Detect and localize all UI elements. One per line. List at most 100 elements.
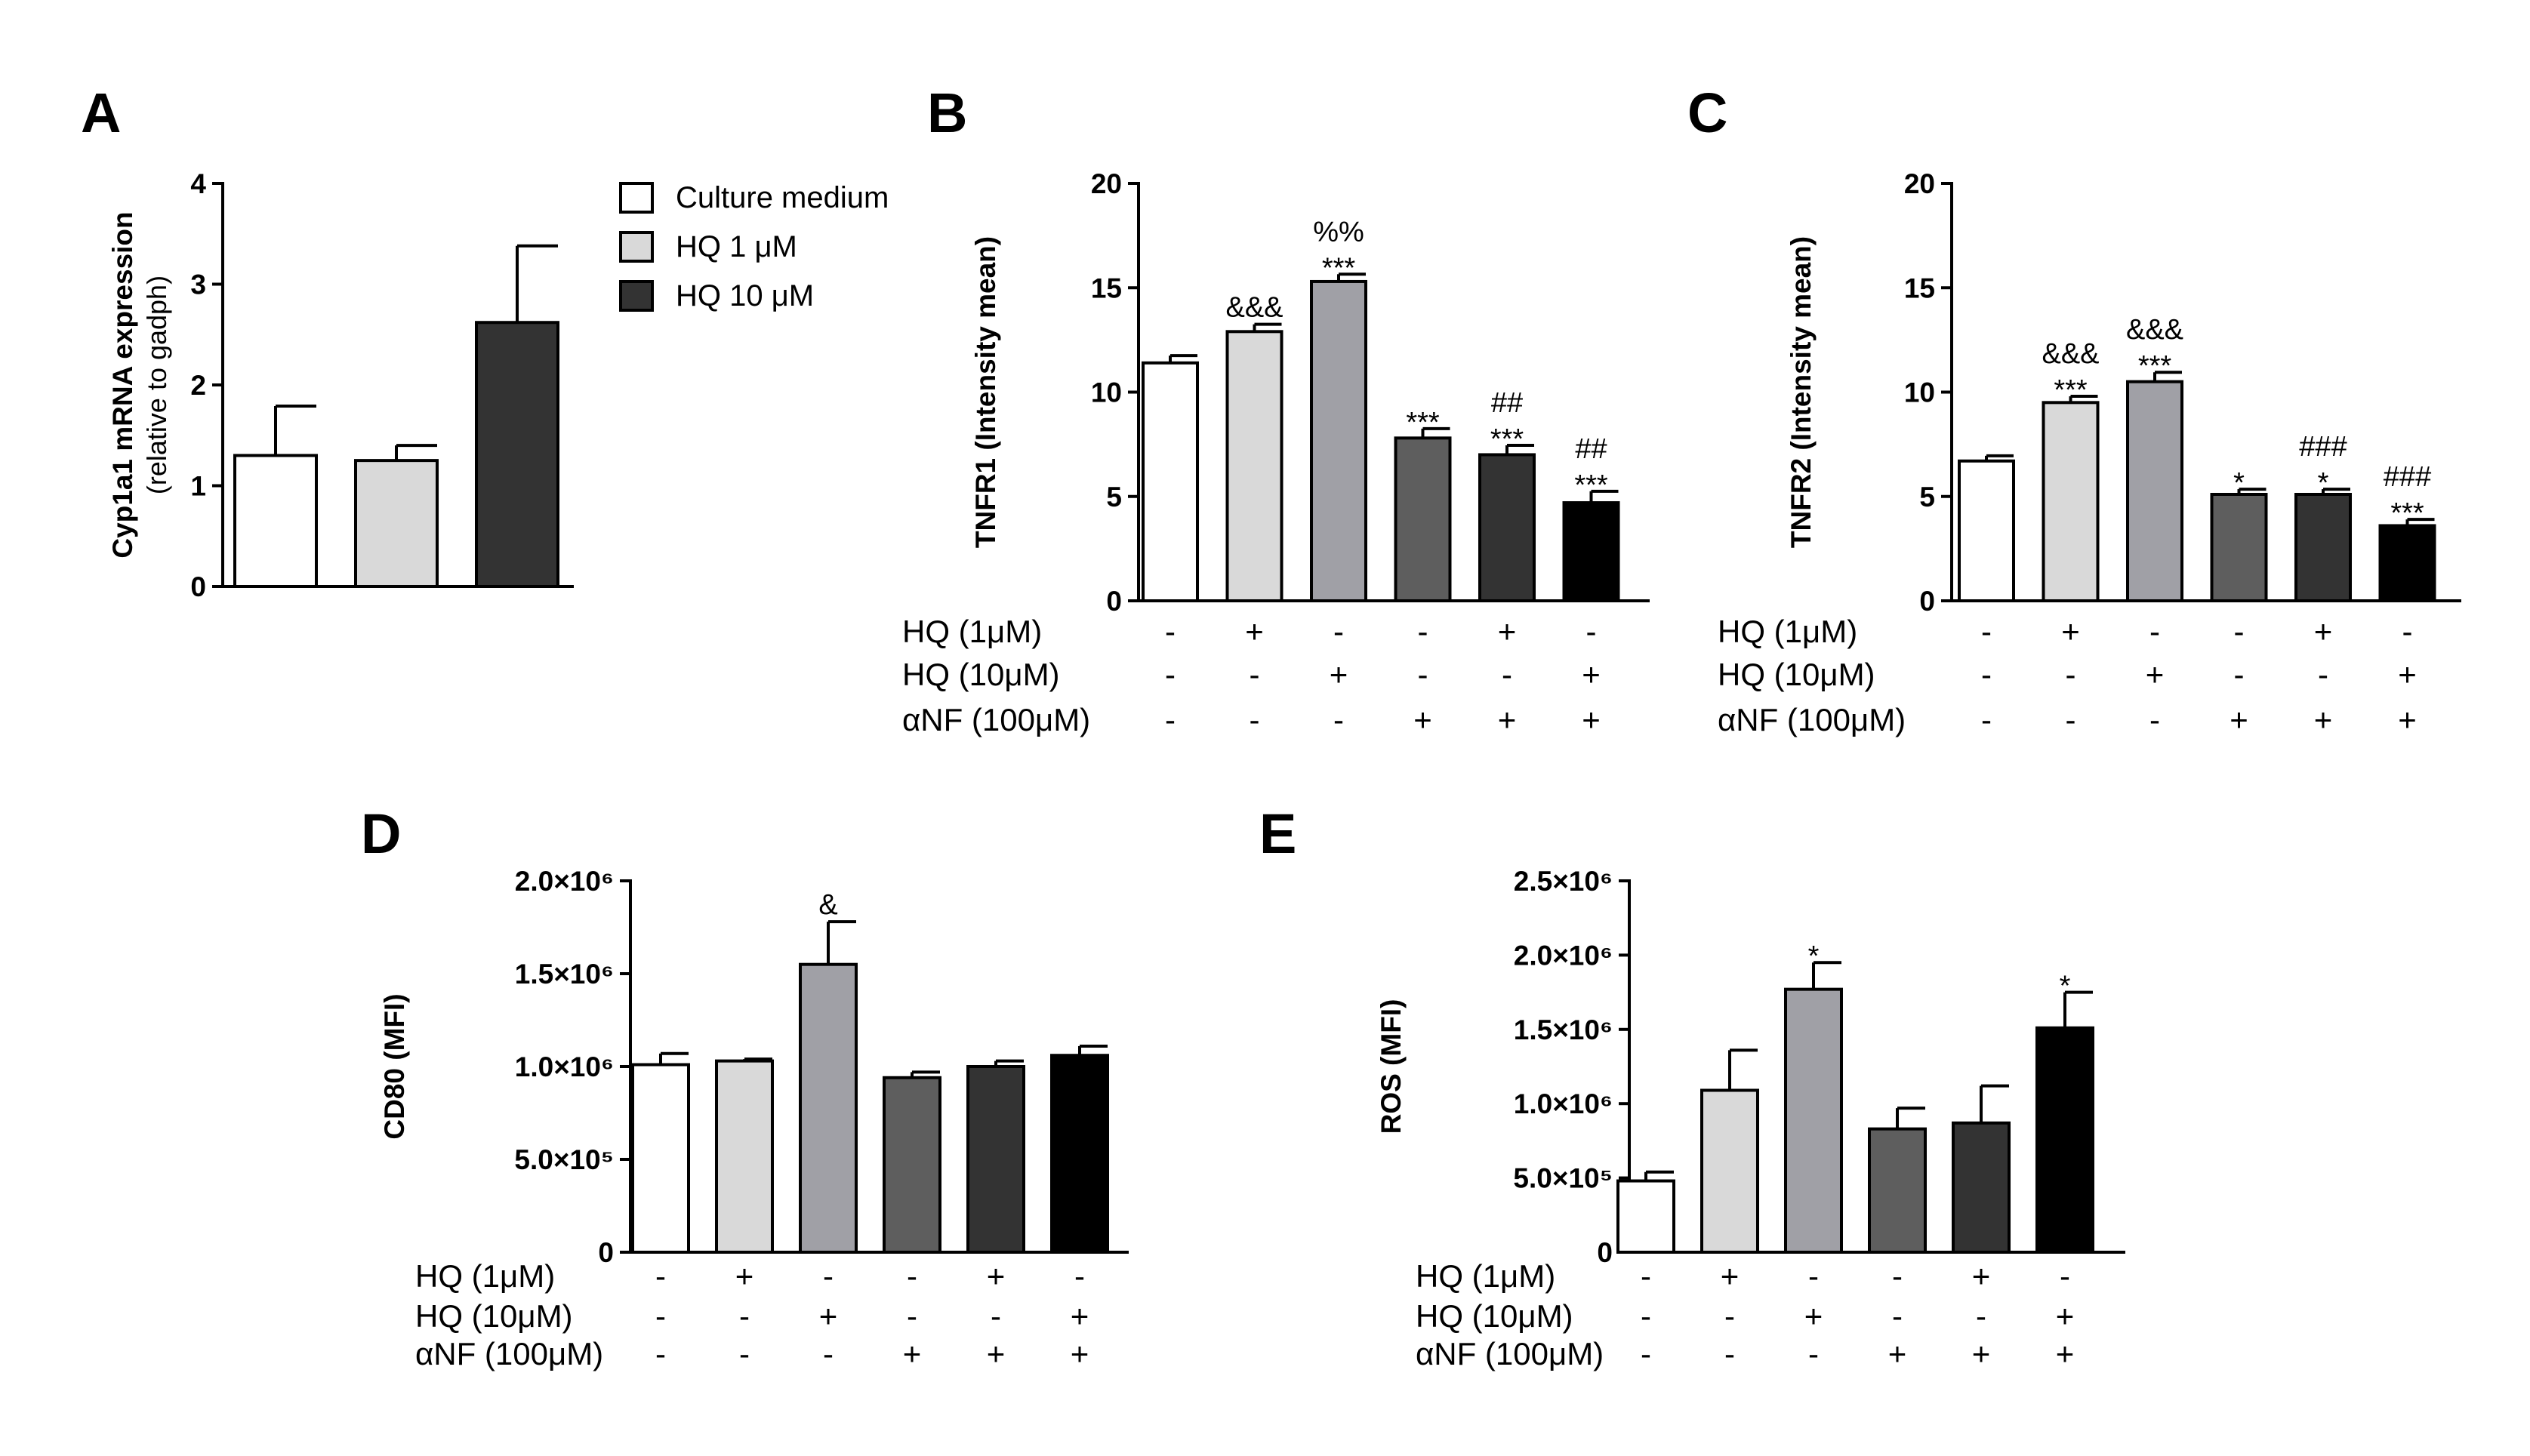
panel-b: B 0 5 10 15 20 TNFR1 (Intensity mean) &&& ***%% *… bbox=[902, 82, 1650, 737]
legend-label: HQ 10 μM bbox=[676, 279, 814, 312]
y-tick-label: 15 bbox=[1904, 272, 1935, 303]
treatment-mark: + bbox=[2230, 702, 2248, 737]
significance-mark: ## bbox=[1491, 387, 1523, 419]
bar bbox=[475, 321, 559, 588]
bar bbox=[354, 459, 439, 588]
treatment-mark: - bbox=[2234, 614, 2245, 649]
significance-mark: &&& bbox=[1225, 292, 1283, 324]
treatment-label: HQ (10μM) bbox=[902, 657, 1060, 692]
treatment-mark: - bbox=[1981, 614, 1992, 649]
y-tick-label: 2 bbox=[190, 370, 206, 401]
treatment-mark: - bbox=[2060, 1258, 2070, 1294]
bar bbox=[715, 1059, 774, 1254]
bar bbox=[1952, 1121, 2011, 1254]
y-tick-label: 1.5×10⁶ bbox=[515, 959, 614, 990]
treatment-mark: - bbox=[2402, 614, 2413, 649]
treatment-mark: + bbox=[735, 1258, 754, 1294]
y-axis-sublabel: (relative to gadph) bbox=[141, 276, 172, 494]
significance-mark: ### bbox=[2384, 461, 2431, 493]
treatment-mark: - bbox=[1724, 1336, 1735, 1371]
treatment-label: HQ (1μM) bbox=[902, 614, 1042, 649]
treatment-mark: - bbox=[1165, 657, 1176, 692]
y-tick-label: 0 bbox=[1919, 586, 1935, 617]
treatment-mark: - bbox=[1724, 1298, 1735, 1334]
y-tick-label: 20 bbox=[1091, 168, 1122, 199]
y-tick-label: 1.0×10⁶ bbox=[515, 1051, 614, 1082]
treatment-mark: + bbox=[1972, 1336, 1991, 1371]
treatment-mark: + bbox=[1888, 1336, 1907, 1371]
treatment-mark: + bbox=[2314, 702, 2333, 737]
treatment-mark: - bbox=[739, 1298, 750, 1334]
treatment-mark: + bbox=[2398, 702, 2417, 737]
treatment-mark: + bbox=[1071, 1298, 1089, 1334]
treatment-mark: + bbox=[2398, 657, 2417, 692]
treatment-mark: - bbox=[1418, 614, 1428, 649]
legend-label: Culture medium bbox=[676, 181, 889, 214]
treatment-mark: - bbox=[2149, 614, 2160, 649]
treatment-mark: + bbox=[1582, 657, 1601, 692]
bar bbox=[1478, 453, 1536, 603]
treatment-mark: + bbox=[1330, 657, 1348, 692]
treatment-mark: + bbox=[819, 1298, 838, 1334]
y-tick-label: 10 bbox=[1091, 377, 1122, 408]
treatment-label: αNF (100μM) bbox=[1718, 702, 1906, 737]
y-tick-label: 1 bbox=[190, 471, 206, 502]
treatment-mark: - bbox=[1333, 614, 1344, 649]
significance-mark: %% bbox=[1313, 216, 1364, 248]
y-tick-label: 5 bbox=[1106, 482, 1122, 513]
treatment-mark: - bbox=[1641, 1258, 1651, 1294]
treatment-mark: + bbox=[2146, 657, 2165, 692]
y-tick-label: 10 bbox=[1904, 377, 1935, 408]
treatment-mark: - bbox=[1165, 614, 1176, 649]
treatment-mark: - bbox=[1165, 702, 1176, 737]
y-tick-label: 3 bbox=[190, 269, 206, 300]
significance-mark: *** bbox=[1322, 252, 1356, 284]
panel-letter: B bbox=[927, 82, 967, 144]
treatment-mark: - bbox=[2149, 702, 2160, 737]
treatment-mark: + bbox=[1721, 1258, 1740, 1294]
treatment-mark: + bbox=[1498, 702, 1517, 737]
treatment-mark: + bbox=[1498, 614, 1517, 649]
significance-mark: * bbox=[2233, 467, 2245, 499]
y-tick-label: 5 bbox=[1919, 482, 1935, 513]
treatment-mark: - bbox=[1892, 1298, 1903, 1334]
significance-mark: *** bbox=[2138, 350, 2172, 382]
y-tick-label: 4 bbox=[190, 168, 206, 199]
y-tick-label: 15 bbox=[1091, 272, 1122, 303]
treatment-mark: + bbox=[2056, 1336, 2075, 1371]
significance-mark: * bbox=[2060, 971, 2071, 1002]
bar bbox=[1050, 1054, 1109, 1254]
significance-mark: *** bbox=[2390, 497, 2424, 529]
treatment-mark: - bbox=[2066, 657, 2076, 692]
treatment-mark: - bbox=[1976, 1298, 1986, 1334]
treatment-mark: - bbox=[1808, 1336, 1819, 1371]
significance-mark: *** bbox=[1574, 469, 1608, 501]
treatment-mark: + bbox=[1245, 614, 1264, 649]
treatment-mark: - bbox=[1641, 1298, 1651, 1334]
bar bbox=[1142, 361, 1199, 602]
panel-a: A 0 1 2 3 4 Cyp1a1 mRNA expression (relative to… bbox=[81, 82, 889, 602]
y-axis-label: ROS (MFI) bbox=[1376, 999, 1407, 1134]
bar bbox=[1616, 1179, 1675, 1254]
y-axis-label: CD80 (MFI) bbox=[379, 993, 410, 1139]
treatment-mark: + bbox=[1413, 702, 1432, 737]
significance-mark: &&& bbox=[2042, 338, 2099, 370]
treatment-mark: + bbox=[1582, 702, 1601, 737]
y-tick-label: 2.5×10⁶ bbox=[1514, 866, 1613, 897]
treatment-mark: - bbox=[1250, 702, 1260, 737]
treatment-mark: - bbox=[907, 1298, 917, 1334]
legend-swatch bbox=[619, 231, 654, 263]
significance-mark: &&& bbox=[2126, 314, 2183, 346]
bar bbox=[2210, 492, 2268, 602]
bar bbox=[2294, 492, 2352, 602]
bar bbox=[1562, 501, 1620, 602]
treatment-label: HQ (10μM) bbox=[1416, 1298, 1573, 1334]
y-tick-label: 2.0×10⁶ bbox=[515, 866, 614, 897]
legend-swatch bbox=[619, 182, 654, 214]
significance-mark: & bbox=[818, 889, 837, 921]
treatment-mark: - bbox=[1418, 657, 1428, 692]
treatment-mark: - bbox=[1074, 1258, 1085, 1294]
bar bbox=[2042, 401, 2100, 602]
treatment-label: αNF (100μM) bbox=[1416, 1336, 1604, 1371]
treatment-mark: - bbox=[655, 1258, 666, 1294]
